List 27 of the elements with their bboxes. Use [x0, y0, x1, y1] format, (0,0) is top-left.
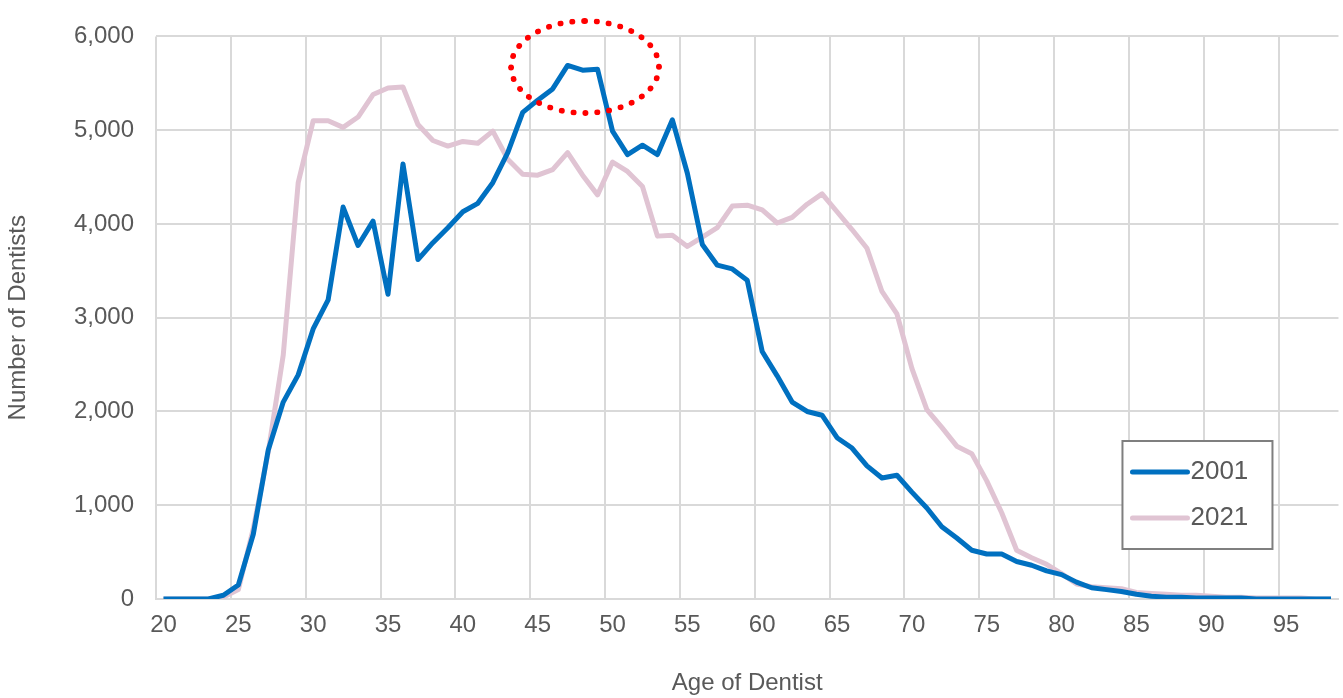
x-tick-label: 85 [1123, 610, 1150, 638]
x-tick-label: 30 [299, 610, 327, 638]
x-tick-label: 60 [748, 610, 776, 638]
x-tick-label: 45 [524, 610, 552, 638]
x-tick-label: 70 [898, 610, 926, 638]
x-axis-title: Age of Dentist [671, 668, 823, 696]
y-tick-label: 4,000 [73, 208, 134, 236]
x-tick-label: 55 [674, 610, 701, 638]
y-tick-label: 6,000 [73, 21, 134, 49]
x-tick-label: 20 [150, 610, 177, 638]
x-tick-label: 75 [973, 610, 1001, 638]
y-tick-label: 1,000 [73, 489, 134, 517]
y-axis-title: Number of Dentists [3, 215, 31, 421]
y-tick-label: 2,000 [73, 396, 134, 424]
y-tick-label: 5,000 [73, 114, 134, 142]
x-tick-label: 40 [449, 610, 477, 638]
x-tick-label: 95 [1272, 610, 1300, 638]
x-tick-label: 25 [224, 610, 252, 638]
legend-label: 2021 [1190, 501, 1249, 532]
x-tick-label: 80 [1048, 610, 1075, 638]
x-tick-label: 35 [374, 610, 402, 638]
y-tick-label: 3,000 [73, 302, 134, 330]
y-tick-label: 0 [120, 583, 134, 611]
legend-label: 2001 [1190, 455, 1249, 486]
x-tick-label: 50 [599, 610, 626, 638]
x-tick-label: 90 [1197, 610, 1225, 638]
x-tick-label: 65 [823, 610, 851, 638]
